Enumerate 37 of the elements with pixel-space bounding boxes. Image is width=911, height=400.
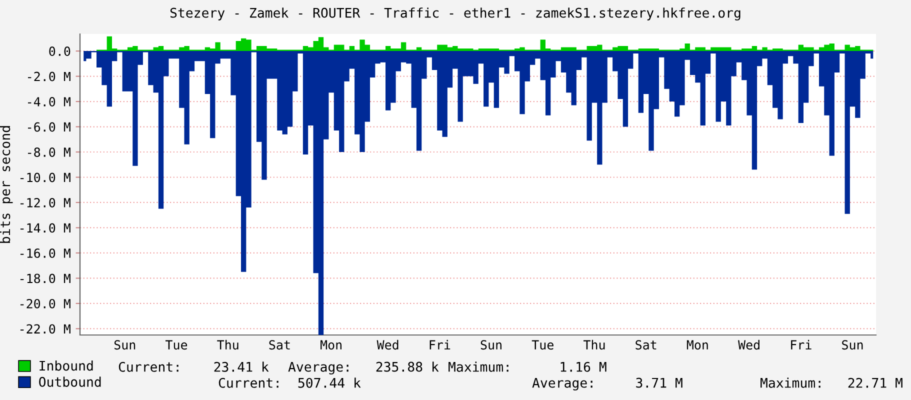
text: Maximum: 22.71 M bbox=[760, 378, 902, 388]
x-tick-label: Tue bbox=[166, 340, 188, 350]
text: Maximum: 1.16 M bbox=[448, 362, 606, 372]
x-tick-label: Thu bbox=[217, 340, 238, 350]
x-tick-label: Thu bbox=[583, 340, 605, 350]
x-tick-label: Fri bbox=[430, 340, 450, 350]
x-tick-label: Sun bbox=[480, 340, 502, 350]
x-tick-label: Wed bbox=[738, 340, 760, 350]
x-tick-label: Mon bbox=[320, 340, 342, 350]
y-tick-label: -4.0 M bbox=[28, 97, 70, 106]
y-tick-label: -18.0 M bbox=[20, 274, 70, 284]
x-tick-label: Mon bbox=[686, 340, 708, 350]
legend-label: Outbound bbox=[39, 376, 101, 387]
x-tick-label: Sat bbox=[269, 340, 290, 350]
y-tick-label: -16.0 M bbox=[20, 248, 70, 258]
legend-label: Inbound bbox=[40, 360, 93, 371]
y-tick-label: -6.0 M bbox=[28, 122, 70, 132]
y-tick-label: -14.0 M bbox=[20, 223, 70, 233]
text: Average: 235.88 k bbox=[288, 362, 439, 374]
y-tick-label: -8.0 M bbox=[28, 148, 70, 157]
x-tick-label: Tue bbox=[532, 340, 554, 350]
x-tick-label: Wed bbox=[376, 340, 398, 350]
y-tick-label: -12.0 M bbox=[20, 198, 70, 208]
x-tick-label: Sun bbox=[842, 340, 863, 350]
x-tick-label: Fri bbox=[791, 340, 812, 350]
text: Current: 23.41 k bbox=[118, 362, 269, 372]
y-axis-title: bits per second bbox=[0, 126, 13, 243]
x-tick-label: Sat bbox=[636, 340, 656, 350]
x-tick-label: Sun bbox=[114, 340, 136, 350]
y-tick-label: -2.0 M bbox=[28, 72, 70, 82]
y-tick-label: -22.0 M bbox=[20, 324, 70, 334]
chart-title: Stezery - Zamek - ROUTER - Traffic - ether1 - zamekS1.stezery.hkfree.org bbox=[170, 8, 740, 20]
y-tick-label: -10.0 M bbox=[20, 172, 70, 182]
text: Current: 507.44 k bbox=[218, 378, 361, 388]
text: Average: 3.71 M bbox=[532, 378, 682, 390]
y-tick-label: 0.0 bbox=[49, 46, 70, 56]
y-tick-label: -20.0 M bbox=[20, 298, 70, 308]
